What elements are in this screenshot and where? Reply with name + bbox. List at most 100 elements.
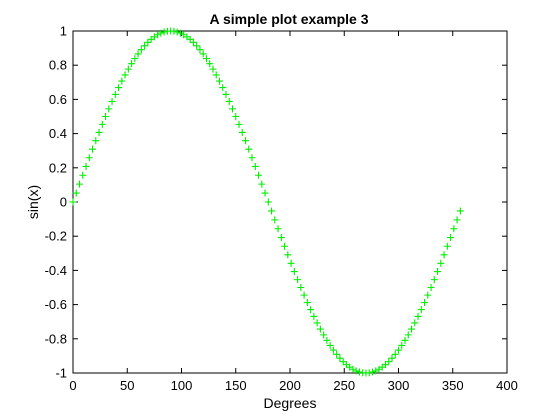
data-point-marker bbox=[398, 341, 406, 349]
data-point-marker bbox=[98, 120, 106, 128]
data-point-marker bbox=[421, 299, 429, 307]
data-point-marker bbox=[85, 154, 93, 162]
data-point-marker bbox=[92, 137, 100, 145]
data-point-marker bbox=[434, 268, 442, 276]
data-point-marker bbox=[137, 46, 145, 54]
data-point-marker bbox=[193, 42, 201, 50]
data-point-marker bbox=[189, 38, 197, 46]
data-point-marker bbox=[287, 259, 295, 267]
x-axis-ticks: 0 50 100 150 200 250 300 350 400 bbox=[69, 31, 518, 393]
data-point-marker bbox=[245, 145, 253, 153]
data-point-marker bbox=[144, 38, 152, 46]
data-point-marker bbox=[102, 113, 110, 120]
data-point-marker bbox=[323, 336, 331, 344]
data-series bbox=[69, 27, 464, 377]
x-tick-label: 350 bbox=[442, 378, 464, 393]
data-point-marker bbox=[339, 358, 347, 366]
data-point-marker bbox=[271, 216, 279, 224]
x-tick-label: 250 bbox=[333, 378, 355, 393]
data-point-marker bbox=[157, 29, 165, 37]
y-axis-label: sin(x) bbox=[25, 185, 41, 219]
data-point-marker bbox=[235, 120, 243, 128]
data-point-marker bbox=[290, 268, 298, 276]
plot-area: 0 50 100 150 200 250 300 350 400 -1-0.8-0.6-0.4-… bbox=[45, 24, 518, 394]
x-tick-label: 150 bbox=[225, 378, 247, 393]
data-point-marker bbox=[408, 325, 416, 333]
data-point-marker bbox=[303, 299, 311, 307]
data-point-marker bbox=[326, 341, 334, 349]
y-tick-label: -1 bbox=[55, 366, 67, 381]
data-point-marker bbox=[170, 27, 178, 35]
data-point-marker bbox=[261, 189, 269, 197]
data-point-marker bbox=[212, 71, 220, 79]
y-axis-ticks: -1 -0.8 -0.6 -0.4 -0.2 0 0.2 0.4 0.6 0.8 1 bbox=[45, 24, 507, 381]
data-point-marker bbox=[349, 365, 357, 373]
data-point-marker bbox=[160, 28, 168, 36]
y-tick-label: 1 bbox=[60, 24, 67, 39]
data-point-marker bbox=[255, 171, 263, 179]
data-point-marker bbox=[294, 276, 302, 284]
data-point-marker bbox=[176, 29, 184, 37]
data-point-marker bbox=[141, 42, 149, 50]
data-point-marker bbox=[264, 198, 272, 206]
data-point-marker bbox=[258, 180, 266, 188]
data-point-marker bbox=[242, 137, 250, 145]
x-tick-label: 50 bbox=[120, 378, 134, 393]
data-point-marker bbox=[401, 336, 409, 344]
data-point-marker bbox=[134, 50, 142, 58]
data-point-marker bbox=[115, 84, 123, 92]
data-point-marker bbox=[154, 31, 162, 39]
data-point-marker bbox=[352, 367, 360, 375]
data-point-marker bbox=[368, 368, 376, 376]
data-point-marker bbox=[440, 251, 448, 259]
data-point-marker bbox=[268, 207, 276, 215]
data-point-marker bbox=[427, 284, 435, 291]
data-point-marker bbox=[222, 90, 230, 98]
data-point-marker bbox=[95, 128, 103, 136]
x-axis-label: Degrees bbox=[264, 395, 317, 411]
data-point-marker bbox=[372, 367, 380, 375]
data-point-marker bbox=[89, 145, 97, 153]
data-point-marker bbox=[274, 225, 282, 233]
y-tick-label: 0.8 bbox=[49, 58, 67, 73]
data-point-marker bbox=[281, 242, 289, 250]
data-point-marker bbox=[355, 368, 363, 376]
data-point-marker bbox=[228, 105, 236, 113]
data-point-marker bbox=[365, 369, 373, 377]
data-point-marker bbox=[316, 325, 324, 333]
y-tick-label: -0.2 bbox=[45, 229, 67, 244]
data-point-marker bbox=[307, 306, 315, 314]
data-point-marker bbox=[414, 312, 422, 320]
data-point-marker bbox=[72, 189, 80, 197]
data-point-marker bbox=[310, 312, 318, 320]
y-tick-label: 0.6 bbox=[49, 92, 67, 107]
chart-title: A simple plot example 3 bbox=[210, 11, 369, 27]
data-point-marker bbox=[215, 77, 223, 85]
data-point-marker bbox=[238, 128, 246, 136]
data-point-marker bbox=[173, 28, 181, 36]
data-point-marker bbox=[381, 361, 389, 369]
data-point-marker bbox=[424, 291, 432, 299]
data-point-marker bbox=[453, 216, 461, 224]
data-point-marker bbox=[284, 251, 292, 259]
data-point-marker bbox=[385, 358, 393, 366]
data-point-marker bbox=[300, 291, 308, 299]
data-point-marker bbox=[209, 65, 217, 73]
data-point-marker bbox=[450, 225, 458, 233]
data-point-marker bbox=[79, 171, 87, 179]
data-point-marker bbox=[232, 113, 240, 120]
data-point-marker bbox=[443, 242, 451, 250]
y-tick-label: 0.2 bbox=[49, 160, 67, 175]
data-point-marker bbox=[202, 55, 210, 63]
data-point-marker bbox=[108, 97, 116, 105]
data-point-marker bbox=[105, 105, 113, 113]
data-point-marker bbox=[447, 234, 455, 242]
data-point-marker bbox=[124, 65, 132, 73]
x-tick-label: 300 bbox=[388, 378, 410, 393]
data-point-marker bbox=[196, 46, 204, 54]
data-point-marker bbox=[411, 319, 419, 327]
data-point-marker bbox=[297, 284, 305, 291]
data-point-marker bbox=[118, 77, 126, 85]
